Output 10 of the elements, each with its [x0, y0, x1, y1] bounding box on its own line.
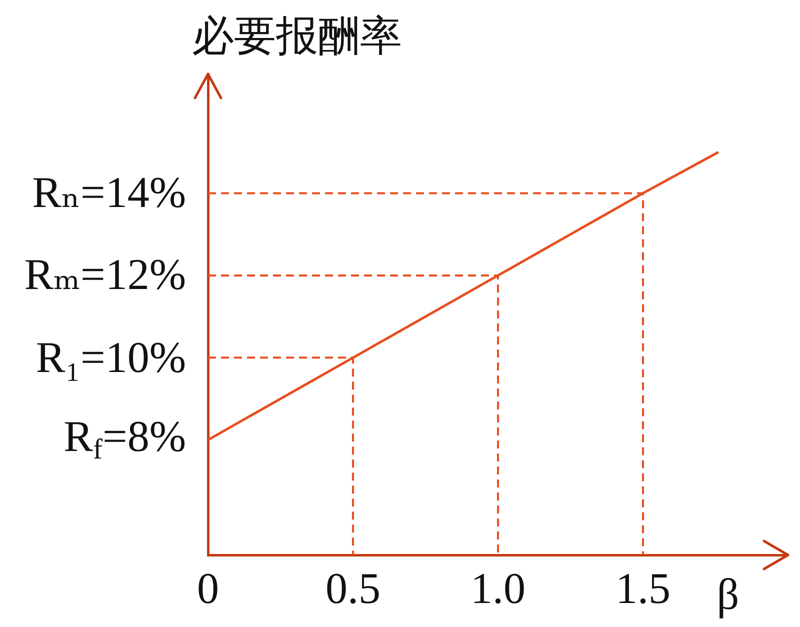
- y-tick-label: Rₘ=12%: [24, 250, 186, 300]
- x-tick-label: 1.0: [470, 564, 526, 613]
- y-tick-label: R₁=10%: [36, 332, 186, 382]
- y-tick-label: Rₙ=14%: [32, 168, 186, 218]
- x-axis-title: β: [716, 570, 740, 619]
- x-tick-label: 1.5: [616, 564, 670, 613]
- x-tick-label: 0.5: [326, 564, 380, 613]
- y-tick-label: R$_{f}$=8%: [64, 412, 186, 466]
- y-axis-title: 必要报酬率: [192, 14, 402, 60]
- x-tick-label: 0: [197, 564, 219, 613]
